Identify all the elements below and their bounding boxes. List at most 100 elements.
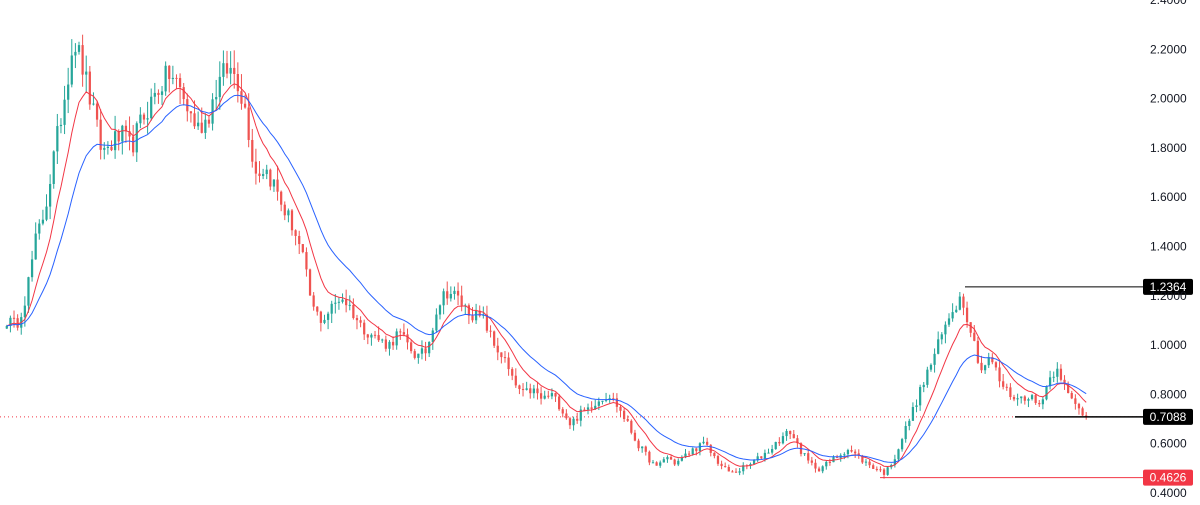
candle-body (424, 348, 427, 354)
level-label-bg[interactable] (1143, 278, 1193, 295)
candle-body (789, 431, 792, 435)
candle-body (243, 103, 247, 108)
candle-body (612, 398, 615, 400)
candle-body (467, 305, 471, 316)
price-axis[interactable]: 0.4000 0.6000 0.8000 1.0000 1.2000 1.4000 1.60… (1150, 0, 1187, 500)
candle-body (326, 313, 330, 320)
candle-body (641, 446, 644, 449)
candle-body (1038, 402, 1041, 405)
candle-body (947, 318, 951, 325)
candle-body (691, 448, 694, 455)
candle-body (247, 107, 250, 140)
candle-body (619, 406, 622, 411)
candle-body (900, 439, 904, 450)
candle-body (70, 55, 73, 85)
candle-body (998, 367, 1001, 382)
candle-body (1048, 377, 1052, 387)
candle-body (92, 103, 95, 105)
moving-averages-group (6, 83, 1087, 468)
candle-body (395, 331, 398, 346)
candle-body (965, 307, 969, 323)
candle-body (175, 77, 178, 79)
candle-body (153, 92, 156, 97)
candle-body (969, 322, 972, 333)
candle-body (269, 169, 272, 187)
candle-body (30, 259, 34, 278)
candle-body (402, 332, 406, 335)
candle-body (330, 303, 333, 314)
candle-body (778, 441, 781, 444)
candle-body (854, 451, 857, 454)
candle-body (334, 302, 337, 304)
candle-body (796, 438, 799, 444)
candle-body (579, 409, 582, 421)
candle-body (951, 312, 954, 319)
candle-body (594, 405, 597, 409)
candle-body (684, 453, 687, 458)
candle-body (117, 131, 120, 142)
candle-body (868, 461, 871, 466)
candle-body (265, 169, 268, 175)
candle-body (95, 103, 99, 120)
candle-body (864, 461, 868, 463)
candle-body (283, 204, 286, 216)
candle-body (500, 352, 503, 358)
candle-body (673, 459, 676, 465)
candle-body (435, 314, 438, 331)
axis-tick-label: 2.4000 (1150, 0, 1187, 7)
candle-body (1027, 399, 1030, 401)
candle-body (225, 63, 229, 74)
candle-body (489, 330, 492, 332)
candle-body (290, 210, 294, 231)
axis-tick-label: 1.0000 (1150, 338, 1187, 352)
candle-body (56, 126, 59, 152)
candle-body (431, 330, 434, 342)
candle-body (565, 413, 568, 419)
candle-body (103, 147, 106, 150)
candle-body (1074, 398, 1077, 404)
candle-body (991, 357, 994, 363)
candle-body (644, 446, 647, 452)
candle-body (1056, 368, 1059, 377)
level-label[interactable]: 0.7088 (1150, 410, 1187, 424)
axis-tick-label: 0.8000 (1150, 387, 1187, 401)
ma-fast-line (6, 83, 1087, 468)
candle-body (359, 320, 362, 323)
candle-body (1070, 392, 1073, 399)
candle-body (983, 365, 987, 371)
candle-body (337, 301, 341, 303)
candle-body (254, 161, 258, 174)
level-label-bg[interactable] (1143, 408, 1193, 425)
candle-body (200, 122, 203, 133)
candle-body (240, 91, 243, 104)
ma-slow-line (6, 94, 1087, 463)
candle-body (391, 341, 395, 346)
level-label-bg[interactable] (1143, 469, 1193, 486)
candle-body (539, 393, 543, 399)
candle-body (49, 183, 52, 207)
candle-body (160, 91, 164, 95)
candle-body (937, 339, 940, 354)
candle-body (406, 334, 409, 343)
candle-body (756, 456, 759, 461)
candle-body (525, 388, 528, 390)
candle-body (251, 139, 254, 162)
candle-body (110, 146, 113, 151)
level-label[interactable]: 0.4626 (1150, 471, 1187, 485)
candle-body (88, 71, 91, 105)
candle-body (897, 449, 900, 460)
candle-body (370, 334, 373, 338)
level-label[interactable]: 1.2364 (1150, 280, 1187, 294)
candle-body (648, 451, 651, 463)
candle-body (1081, 408, 1084, 416)
candle-body (590, 407, 593, 409)
candle-body (586, 407, 590, 410)
candle-body (384, 339, 387, 349)
candle-body (774, 441, 777, 450)
candle-body (601, 400, 604, 402)
candle-body (752, 460, 756, 465)
candle-body (381, 339, 384, 341)
candle-body (157, 92, 160, 95)
